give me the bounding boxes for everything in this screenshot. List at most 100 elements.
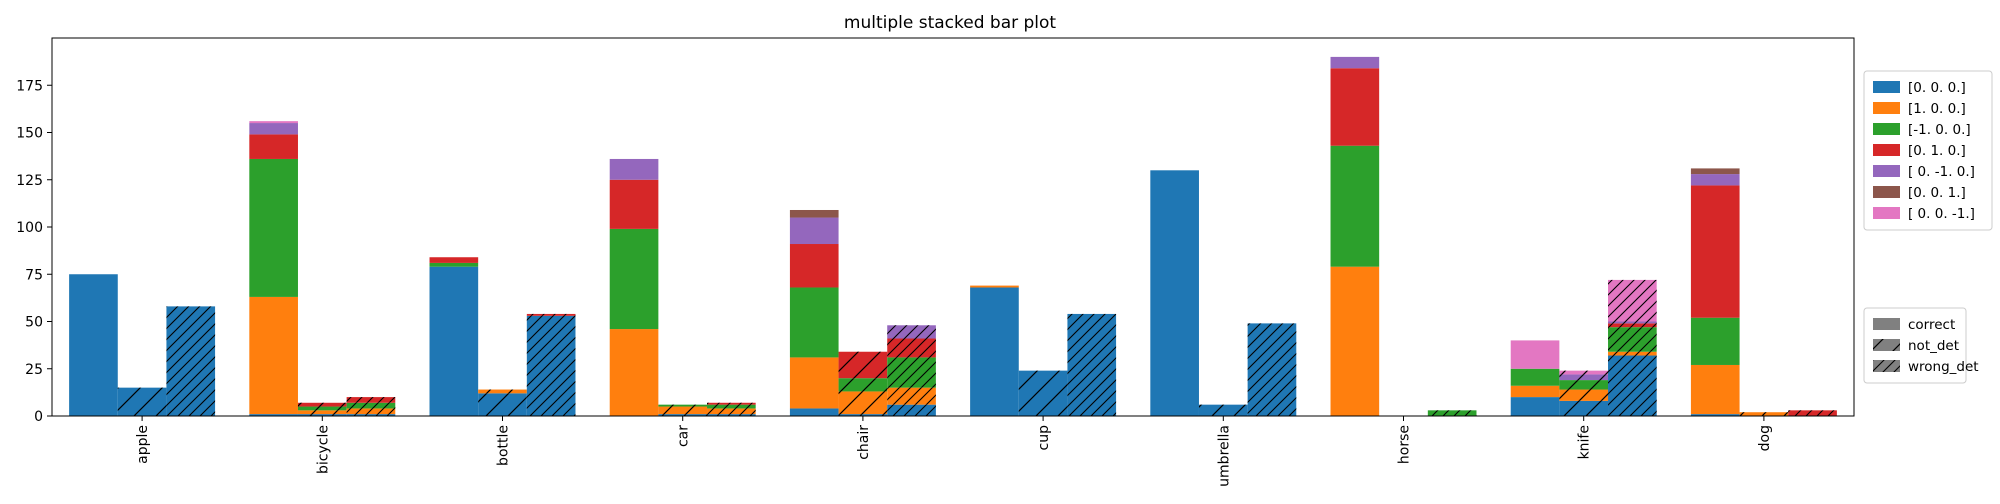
bar-segment bbox=[1690, 174, 1740, 186]
bar-hatch bbox=[1067, 313, 1117, 416]
legend-label: [0. 1. 0.] bbox=[1908, 143, 1966, 159]
bar-hatch bbox=[707, 414, 756, 416]
bar-segment bbox=[429, 266, 479, 416]
x-tick-label: umbrella bbox=[1216, 425, 1232, 487]
bar-segment bbox=[249, 134, 298, 159]
bar-segment bbox=[1330, 266, 1380, 416]
bar-hatch bbox=[887, 387, 936, 405]
y-tick-label: 0 bbox=[34, 409, 43, 425]
bar-segment bbox=[249, 121, 298, 124]
bar-hatch bbox=[297, 414, 347, 416]
legend-groups: correct not_det wrong_det bbox=[1863, 307, 1979, 384]
bar-segment bbox=[429, 262, 479, 267]
bar-hatch bbox=[887, 404, 936, 416]
bar-hatch bbox=[887, 357, 936, 388]
legend-group-label: correct bbox=[1908, 317, 1955, 333]
y-tick-label: 75 bbox=[25, 267, 43, 283]
x-tick-label: apple bbox=[135, 425, 151, 464]
bar-segment bbox=[69, 274, 118, 416]
legend-label: [0. 0. 1.] bbox=[1908, 185, 1966, 201]
legend-label: [0. 0. 0.] bbox=[1908, 80, 1966, 96]
bar-segment bbox=[1330, 56, 1380, 69]
legend-label: [ 0. -1. 0.] bbox=[1908, 164, 1975, 180]
y-tick-label: 125 bbox=[16, 173, 43, 189]
legend-swatch bbox=[1873, 207, 1900, 219]
legend-label: [ 0. 0. -1.] bbox=[1908, 206, 1975, 222]
bar-hatch bbox=[1559, 389, 1609, 401]
x-tick-label: dog bbox=[1757, 425, 1773, 451]
bar-segment bbox=[429, 257, 479, 263]
bar-segment bbox=[1690, 317, 1740, 365]
bar-segment bbox=[1510, 397, 1560, 416]
legend-group-label: wrong_det bbox=[1908, 359, 1979, 375]
bar-hatch bbox=[346, 397, 396, 403]
x-tick-label: bottle bbox=[496, 425, 512, 466]
legend-label: [-1. 0. 0.] bbox=[1908, 122, 1971, 138]
bar-segment bbox=[609, 228, 659, 330]
bar-hatch bbox=[1608, 279, 1657, 322]
bar-segment bbox=[789, 287, 839, 358]
legend-swatch bbox=[1873, 81, 1900, 93]
bar-hatch bbox=[1427, 410, 1477, 416]
legend-series: [0. 0. 0.] [1. 0. 0.] [-1. 0. 0.] [0. 1. 0.… bbox=[1863, 70, 1993, 231]
bar-segment bbox=[609, 179, 659, 229]
bar-segment bbox=[970, 285, 1019, 288]
x-tick-label: cup bbox=[1036, 425, 1052, 451]
bar-hatch bbox=[1018, 370, 1068, 416]
y-tick-label: 25 bbox=[25, 362, 43, 378]
bar-segment bbox=[609, 329, 659, 416]
y-tick-label: 150 bbox=[16, 126, 43, 142]
bar-hatch bbox=[838, 351, 888, 379]
bar-hatch bbox=[1608, 355, 1657, 416]
bar-segment bbox=[1330, 68, 1380, 146]
bar-hatch bbox=[1247, 323, 1297, 416]
bar-hatch bbox=[297, 406, 347, 411]
bar-segment bbox=[789, 209, 839, 218]
legend-swatch bbox=[1873, 186, 1900, 198]
bar-hatch bbox=[1608, 351, 1657, 356]
bar-hatch bbox=[166, 306, 216, 416]
plot-frame bbox=[51, 37, 1855, 417]
bar-hatch bbox=[1608, 323, 1657, 328]
bar-hatch bbox=[707, 404, 756, 409]
y-tick-label: 100 bbox=[16, 220, 43, 236]
bar-hatch bbox=[887, 338, 936, 358]
bar-hatch bbox=[838, 414, 888, 416]
bar-segment bbox=[1510, 340, 1560, 369]
bar-hatch bbox=[346, 414, 396, 416]
bar-hatch bbox=[478, 389, 527, 394]
bars-layer bbox=[69, 56, 1837, 416]
legend-group-hatch bbox=[1873, 360, 1900, 372]
bar-hatch bbox=[117, 387, 167, 416]
bar-hatch bbox=[1559, 380, 1609, 390]
bar-hatch bbox=[1608, 321, 1657, 324]
bar-hatch bbox=[707, 402, 756, 405]
bar-segment bbox=[789, 357, 839, 409]
bar-segment bbox=[1150, 170, 1199, 416]
bar-hatch bbox=[707, 408, 756, 415]
bar-segment bbox=[1690, 414, 1740, 416]
bar-hatch bbox=[346, 402, 396, 409]
bar-hatch bbox=[1559, 400, 1609, 416]
bar-segment bbox=[789, 244, 839, 288]
legend-swatch bbox=[1873, 102, 1900, 114]
chart-title: multiple stacked bar plot bbox=[844, 13, 1057, 33]
bar-hatch bbox=[526, 315, 576, 416]
bar-hatch bbox=[297, 410, 347, 415]
x-tick-label: horse bbox=[1397, 425, 1413, 464]
bar-hatch bbox=[478, 393, 527, 416]
bar-segment bbox=[1510, 385, 1560, 398]
bar-segment bbox=[789, 217, 839, 245]
bar-hatch bbox=[838, 378, 888, 392]
bar-segment bbox=[1690, 168, 1740, 175]
legend-group-hatch bbox=[1873, 339, 1900, 351]
x-tick-label: chair bbox=[856, 425, 872, 460]
bar-hatch bbox=[1739, 412, 1789, 416]
y-tick-label: 50 bbox=[25, 315, 43, 331]
legend-label: [1. 0. 0.] bbox=[1908, 101, 1966, 117]
bar-segment bbox=[609, 158, 659, 180]
bar-segment bbox=[249, 158, 298, 297]
bar-segment bbox=[1690, 185, 1740, 318]
